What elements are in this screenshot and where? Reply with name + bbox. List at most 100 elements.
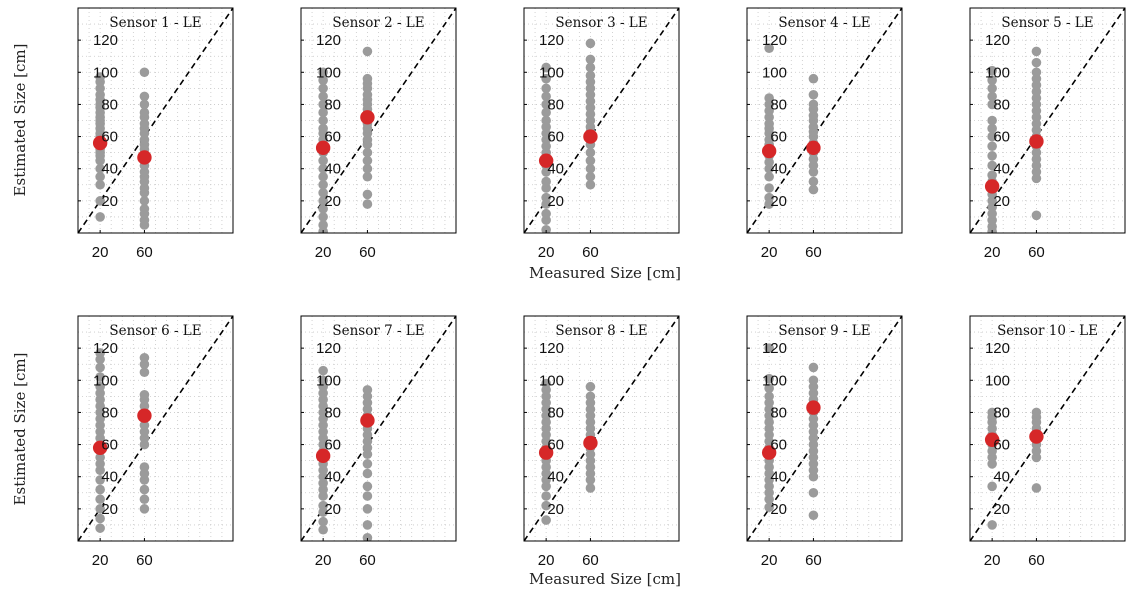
y-tick-label: 60 — [547, 437, 564, 454]
y-tick-label: 20 — [547, 193, 564, 210]
y-axis-label-row-1: Estimated Size [cm] — [11, 43, 29, 197]
data-point — [541, 208, 551, 219]
mean-point — [360, 110, 375, 125]
mean-point — [583, 129, 598, 144]
mean-point — [583, 435, 598, 451]
data-point — [139, 67, 150, 78]
data-point — [808, 375, 819, 386]
mean-point — [806, 140, 821, 156]
data-point — [808, 362, 819, 373]
data-point — [318, 179, 328, 190]
identity-line — [747, 316, 902, 541]
data-point — [808, 73, 819, 84]
data-point — [1031, 210, 1042, 221]
data-point — [987, 91, 997, 102]
x-tick-label: 60 — [359, 244, 376, 261]
axes-box — [746, 315, 903, 542]
data-point — [139, 91, 150, 102]
mean-point — [538, 445, 554, 460]
panel-sensor-6: Sensor 6 - LE 20 40 60 80 100 120 20 60 — [77, 315, 234, 569]
data-point — [541, 91, 551, 102]
y-tick-label: 100 — [762, 372, 787, 389]
panel-title: Sensor 4 - LE — [778, 15, 870, 31]
data-point — [585, 179, 596, 190]
data-point — [585, 163, 596, 174]
mean-point — [538, 153, 554, 168]
x-tick-label: 20 — [538, 244, 555, 261]
y-tick-label: 80 — [993, 404, 1010, 421]
panel-sensor-2: Sensor 2 - LE 20 40 60 80 100 120 20 60 — [300, 7, 457, 261]
x-axis-label-row-2: Measured Size [cm] — [529, 570, 681, 588]
data-point — [987, 407, 997, 418]
mean-point — [92, 135, 108, 151]
data-point — [318, 196, 328, 206]
y-tick-label: 20 — [547, 501, 564, 518]
data-point — [139, 99, 150, 110]
y-tick-label: 120 — [985, 32, 1010, 49]
data-point — [318, 365, 328, 376]
y-tick-label: 40 — [993, 161, 1010, 178]
mean-point — [1029, 134, 1044, 149]
y-tick-label: 40 — [324, 469, 341, 486]
data-point — [318, 204, 328, 214]
data-point — [808, 510, 819, 521]
data-point — [585, 70, 596, 81]
y-tick-label: 40 — [101, 469, 118, 486]
data-point — [362, 199, 373, 209]
y-tick-label: 20 — [101, 501, 118, 518]
data-point — [362, 73, 373, 84]
data-point — [95, 381, 105, 392]
panel-title: Sensor 3 - LE — [555, 15, 647, 31]
data-point — [362, 385, 373, 395]
y-tick-label: 100 — [985, 372, 1010, 389]
data-point — [585, 391, 596, 402]
data-point — [541, 83, 551, 94]
axes-box — [77, 7, 234, 234]
x-tick-label: 20 — [984, 244, 1001, 261]
data-point — [585, 62, 596, 73]
panel-sensor-7: Sensor 7 - LE 20 40 60 80 100 120 20 60 — [300, 315, 457, 569]
x-tick-label: 20 — [761, 552, 778, 569]
x-tick-label: 60 — [805, 244, 822, 261]
y-tick-label: 80 — [547, 404, 564, 421]
y-tick-label: 120 — [316, 340, 341, 357]
data-point — [541, 515, 551, 525]
panel-title: Sensor 2 - LE — [332, 15, 424, 31]
data-point — [139, 494, 150, 505]
y-tick-label: 100 — [316, 372, 341, 389]
y-tick-label: 80 — [770, 404, 787, 421]
data-point — [318, 220, 328, 230]
data-point — [585, 483, 596, 493]
data-point — [318, 188, 328, 198]
mean-point — [761, 143, 777, 159]
x-tick-label: 60 — [582, 244, 599, 261]
data-point — [987, 83, 997, 94]
data-point — [1031, 407, 1042, 418]
data-point — [139, 462, 150, 472]
y-tick-label: 40 — [101, 161, 118, 178]
y-tick-label: 60 — [770, 129, 787, 146]
axes-box — [300, 315, 457, 542]
panel-title: Sensor 6 - LE — [109, 323, 201, 339]
y-tick-label: 80 — [324, 96, 341, 113]
data-point — [362, 504, 373, 514]
y-tick-label: 80 — [101, 404, 118, 421]
mean-point — [360, 413, 375, 428]
data-point — [318, 115, 328, 126]
data-point — [318, 163, 328, 174]
data-point — [541, 192, 551, 203]
y-tick-label: 60 — [101, 129, 118, 146]
y-tick-label: 80 — [547, 96, 564, 113]
data-point — [808, 184, 819, 195]
panel-sensor-10: Sensor 10 - LE 20 40 60 80 100 120 20 60 — [969, 315, 1126, 569]
y-tick-label: 120 — [316, 32, 341, 49]
mean-point — [315, 140, 331, 156]
data-point — [318, 91, 328, 102]
panel-sensor-1: Sensor 1 - LE 20 40 60 80 100 120 20 60 — [77, 7, 234, 261]
mean-point — [1029, 429, 1044, 444]
y-tick-label: 120 — [985, 340, 1010, 357]
y-tick-label: 80 — [101, 96, 118, 113]
data-point — [764, 183, 774, 193]
data-point — [585, 38, 596, 49]
mean-point — [92, 440, 108, 455]
